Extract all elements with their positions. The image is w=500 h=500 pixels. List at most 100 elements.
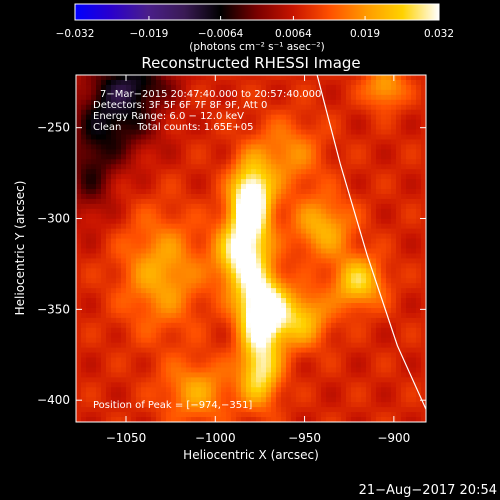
heatmap-cell	[261, 94, 267, 101]
heatmap-cell	[251, 303, 257, 309]
heatmap-cell	[361, 189, 367, 195]
heatmap-cell	[161, 357, 167, 364]
heatmap-cell	[371, 94, 377, 101]
heatmap-cell	[186, 104, 192, 111]
heatmap-cell	[346, 169, 352, 175]
heatmap-cell	[136, 79, 142, 86]
heatmap-cell	[301, 89, 307, 96]
heatmap-cell	[361, 293, 367, 299]
heatmap-cell	[81, 293, 87, 299]
heatmap-cell	[181, 134, 187, 141]
heatmap-cell	[421, 268, 426, 274]
heatmap-cell	[81, 109, 87, 116]
heatmap-cell	[416, 164, 422, 170]
heatmap-cell	[206, 263, 212, 269]
heatmap-cell	[331, 327, 337, 334]
heatmap-cell	[286, 263, 292, 269]
heatmap-cell	[166, 193, 172, 200]
heatmap-cell	[321, 387, 327, 393]
heatmap-cell	[286, 362, 292, 369]
heatmap-cell	[391, 397, 397, 403]
heatmap-cell	[81, 179, 87, 185]
heatmap-cell	[231, 223, 237, 230]
heatmap-cell	[166, 382, 172, 388]
heatmap-cell	[321, 357, 327, 364]
heatmap-cell	[301, 293, 307, 299]
heatmap-cell	[346, 104, 352, 111]
heatmap-cell	[286, 258, 292, 264]
heatmap-cell	[136, 317, 142, 324]
heatmap-cell	[356, 169, 362, 175]
heatmap-cell	[336, 159, 342, 165]
heatmap-cell	[351, 89, 357, 96]
heatmap-cell	[341, 144, 347, 150]
heatmap-cell	[336, 198, 342, 205]
heatmap-cell	[76, 303, 82, 309]
heatmap-cell	[386, 342, 392, 349]
heatmap-cell	[206, 179, 212, 185]
heatmap-cell	[406, 278, 412, 284]
heatmap-cell	[131, 129, 137, 136]
heatmap-cell	[371, 298, 377, 304]
heatmap-cell	[101, 104, 107, 111]
heatmap-cell	[221, 332, 227, 339]
heatmap-cell	[411, 169, 417, 175]
heatmap-cell	[271, 198, 277, 205]
heatmap-cell	[366, 372, 372, 378]
heatmap-cell	[171, 119, 177, 126]
heatmap-cell	[191, 203, 197, 210]
heatmap-cell	[161, 174, 167, 180]
heatmap-cell	[216, 248, 222, 255]
heatmap-cell	[286, 179, 292, 185]
heatmap-cell	[371, 203, 377, 210]
heatmap-cell	[341, 149, 347, 155]
heatmap-cell	[186, 193, 192, 200]
heatmap-cell	[81, 228, 87, 235]
heatmap-cell	[331, 154, 337, 160]
heatmap-cell	[201, 367, 207, 374]
heatmap-cell	[231, 79, 237, 86]
heatmap-cell	[156, 367, 162, 374]
heatmap-cell	[121, 179, 127, 185]
heatmap-cell	[416, 208, 422, 215]
heatmap-cell	[416, 392, 422, 398]
heatmap-cell	[146, 283, 152, 289]
heatmap-cell	[116, 124, 122, 131]
heatmap-cell	[386, 75, 392, 81]
heatmap-cell	[416, 119, 422, 126]
heatmap-cell	[291, 119, 297, 126]
heatmap-cell	[341, 203, 347, 210]
heatmap-cell	[286, 248, 292, 255]
heatmap-cell	[266, 243, 272, 250]
heatmap-cell	[326, 307, 332, 314]
heatmap-cell	[131, 104, 137, 111]
heatmap-cell	[291, 198, 297, 205]
heatmap-cell	[281, 357, 287, 364]
heatmap-cell	[281, 293, 287, 299]
heatmap-cell	[106, 169, 112, 175]
heatmap-cell	[166, 298, 172, 304]
heatmap-cell	[376, 89, 382, 96]
heatmap-cell	[176, 184, 182, 190]
heatmap-cell	[191, 228, 197, 235]
heatmap-cell	[406, 258, 412, 264]
heatmap-cell	[406, 298, 412, 304]
heatmap-cell	[196, 184, 202, 190]
heatmap-cell	[336, 223, 342, 230]
heatmap-cell	[141, 273, 147, 279]
heatmap-cell	[316, 99, 322, 106]
heatmap-cell	[326, 154, 332, 160]
heatmap-cell	[391, 342, 397, 349]
heatmap-cell	[306, 362, 312, 369]
heatmap-cell	[296, 293, 302, 299]
heatmap-cell	[186, 114, 192, 121]
heatmap-cell	[286, 169, 292, 175]
heatmap-cell	[321, 258, 327, 264]
heatmap-cell	[76, 367, 82, 374]
heatmap-cell	[166, 144, 172, 150]
heatmap-cell	[406, 104, 412, 111]
heatmap-cell	[76, 208, 82, 215]
heatmap-cell	[266, 248, 272, 255]
heatmap-cell	[376, 293, 382, 299]
heatmap-cell	[406, 283, 412, 289]
